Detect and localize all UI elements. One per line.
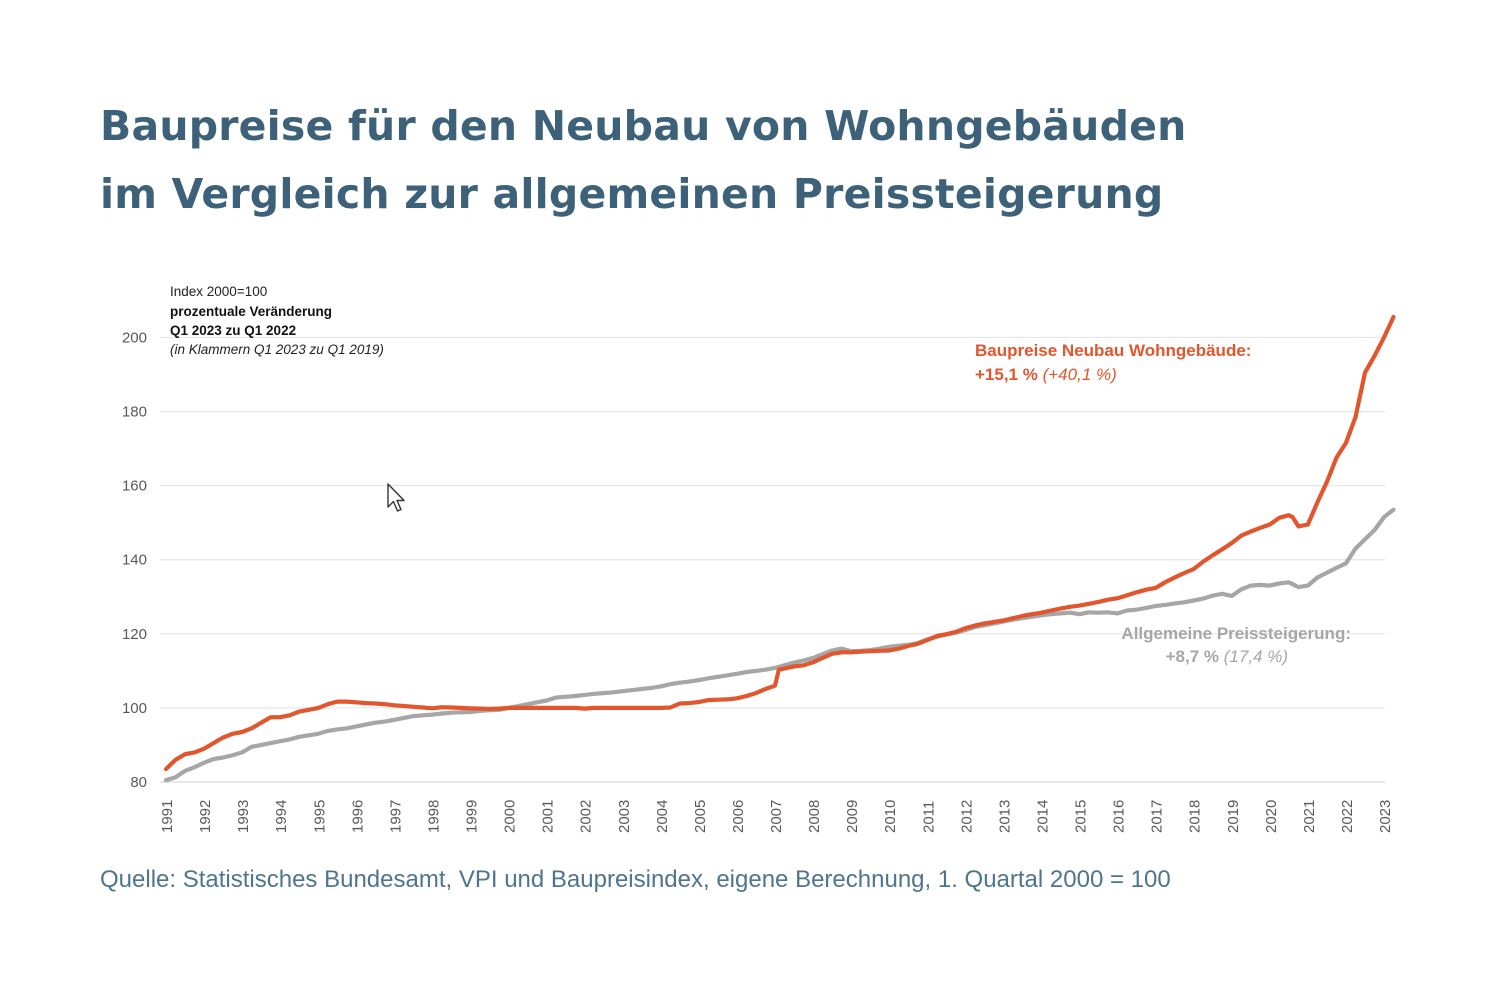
x-tick-label: 2011 — [920, 801, 937, 833]
series-line-construction — [163, 314, 1396, 772]
x-tick-label: 2017 — [1149, 800, 1166, 833]
y-axis: 80 100 120 140 160 180 200 — [122, 329, 147, 791]
x-tick-label: 2016 — [1111, 800, 1128, 833]
x-axis: 1991 1992 1993 1994 1995 1996 1997 1998 1999 2000… — [159, 800, 1394, 833]
x-tick-label: 2007 — [768, 800, 785, 833]
mouse-cursor-icon — [386, 483, 406, 517]
title-line-1: Baupreise für den Neubau von Wohngebäude… — [100, 102, 1187, 150]
x-tick-label: 2010 — [882, 800, 899, 833]
x-tick-label: 2022 — [1339, 800, 1356, 833]
y-tick-label: 160 — [122, 478, 147, 495]
x-tick-label: 2018 — [1187, 800, 1204, 833]
chart-notes: Index 2000=100 prozentuale Veränderung Q… — [170, 284, 384, 357]
series-line-cpi — [163, 507, 1396, 783]
y-tick-label: 80 — [130, 774, 147, 791]
x-tick-label: 2000 — [502, 800, 519, 833]
x-tick-label: 2019 — [1225, 800, 1242, 833]
x-tick-label: 1991 — [159, 800, 176, 833]
x-tick-label: 1997 — [387, 800, 404, 833]
change-note: prozentuale Veränderung — [170, 304, 332, 319]
x-tick-label: 2005 — [692, 800, 709, 833]
x-tick-label: 2015 — [1073, 800, 1090, 833]
x-tick-label: 1992 — [197, 800, 214, 833]
series-lines — [163, 314, 1396, 783]
construction-values: +15,1 % (+40,1 %) — [975, 365, 1117, 384]
x-tick-label: 2023 — [1377, 800, 1394, 833]
cpi-values: +8,7 % (17,4 %) — [1166, 647, 1288, 666]
construction-label: Baupreise Neubau Wohngebäude: — [975, 341, 1251, 360]
x-tick-label: 2003 — [616, 800, 633, 833]
x-tick-label: 1993 — [235, 800, 252, 833]
x-tick-label: 2004 — [654, 800, 671, 833]
x-tick-label: 2009 — [844, 800, 861, 833]
y-tick-label: 100 — [122, 700, 147, 717]
x-tick-label: 1998 — [425, 800, 442, 833]
x-tick-label: 1996 — [349, 800, 366, 833]
y-tick-label: 120 — [122, 626, 147, 643]
x-tick-label: 2006 — [730, 800, 747, 833]
source-note: Quelle: Statistisches Bundesamt, VPI und… — [100, 866, 1171, 893]
period-note: Q1 2023 zu Q1 2022 — [170, 323, 296, 338]
x-tick-label: 2012 — [958, 800, 975, 833]
x-tick-label: 2013 — [996, 800, 1013, 833]
x-tick-label: 1994 — [273, 800, 290, 833]
x-tick-label: 2008 — [806, 800, 823, 833]
bracket-note: (in Klammern Q1 2023 zu Q1 2019) — [170, 342, 384, 357]
y-tick-label: 140 — [122, 552, 147, 569]
page-title: Baupreise für den Neubau von Wohngebäude… — [100, 92, 1400, 228]
title-line-2: im Vergleich zur allgemeinen Preissteige… — [100, 170, 1164, 218]
x-tick-label: 2020 — [1263, 800, 1280, 833]
gridlines — [160, 336, 1385, 783]
x-tick-label: 1999 — [464, 800, 481, 833]
cpi-label: Allgemeine Preissteigerung: — [1121, 624, 1351, 643]
x-tick-label: 2021 — [1301, 800, 1318, 833]
y-tick-label: 200 — [122, 329, 147, 346]
x-tick-label: 1995 — [311, 800, 328, 833]
x-tick-label: 2014 — [1034, 800, 1051, 833]
index-note: Index 2000=100 — [170, 284, 267, 299]
series-label-construction: Baupreise Neubau Wohngebäude: +15,1 % (+… — [975, 341, 1251, 384]
x-tick-label: 2001 — [540, 800, 557, 833]
x-tick-label: 2002 — [578, 800, 595, 833]
y-tick-label: 180 — [122, 404, 147, 421]
series-label-cpi: Allgemeine Preissteigerung: +8,7 % (17,4… — [1121, 624, 1351, 666]
